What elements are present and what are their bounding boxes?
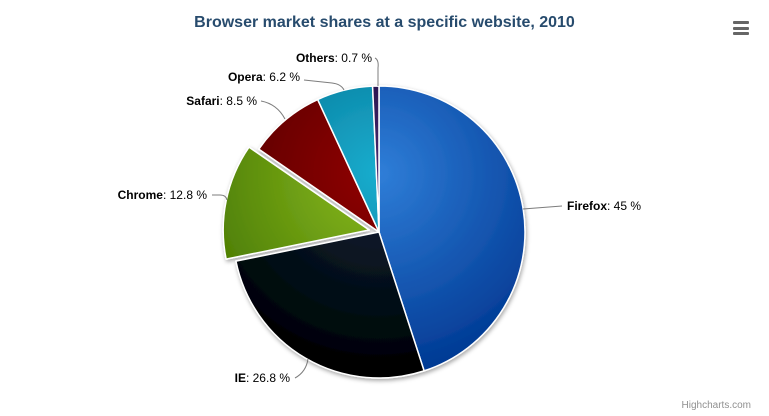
pie-slice-others[interactable] (371, 85, 380, 233)
data-labels: Firefox: 45 % IE: 26.8 % Chrome: 12.8 % Saf… (118, 51, 642, 385)
pie-series (222, 85, 526, 379)
label-connector-chrome (212, 194, 228, 201)
pie-slice-ie[interactable] (235, 231, 425, 379)
pie-slice-chrome[interactable] (222, 146, 370, 260)
data-label-others: Others: 0.7 % (296, 51, 372, 65)
label-connector-safari (260, 100, 286, 120)
credits-link[interactable]: Highcharts.com (681, 400, 751, 411)
label-connector-opera (303, 79, 345, 91)
data-label-chrome: Chrome: 12.8 % (118, 188, 208, 202)
data-label-firefox: Firefox: 45 % (567, 199, 641, 213)
data-label-safari: Safari: 8.5 % (186, 94, 257, 108)
label-connector-others (374, 57, 379, 86)
data-label-opera: Opera: 6.2 % (228, 70, 300, 84)
label-connector-ie (294, 358, 309, 379)
context-menu-button[interactable] (733, 21, 749, 35)
data-label-ie: IE: 26.8 % (235, 371, 291, 385)
label-connector-firefox (522, 205, 563, 210)
